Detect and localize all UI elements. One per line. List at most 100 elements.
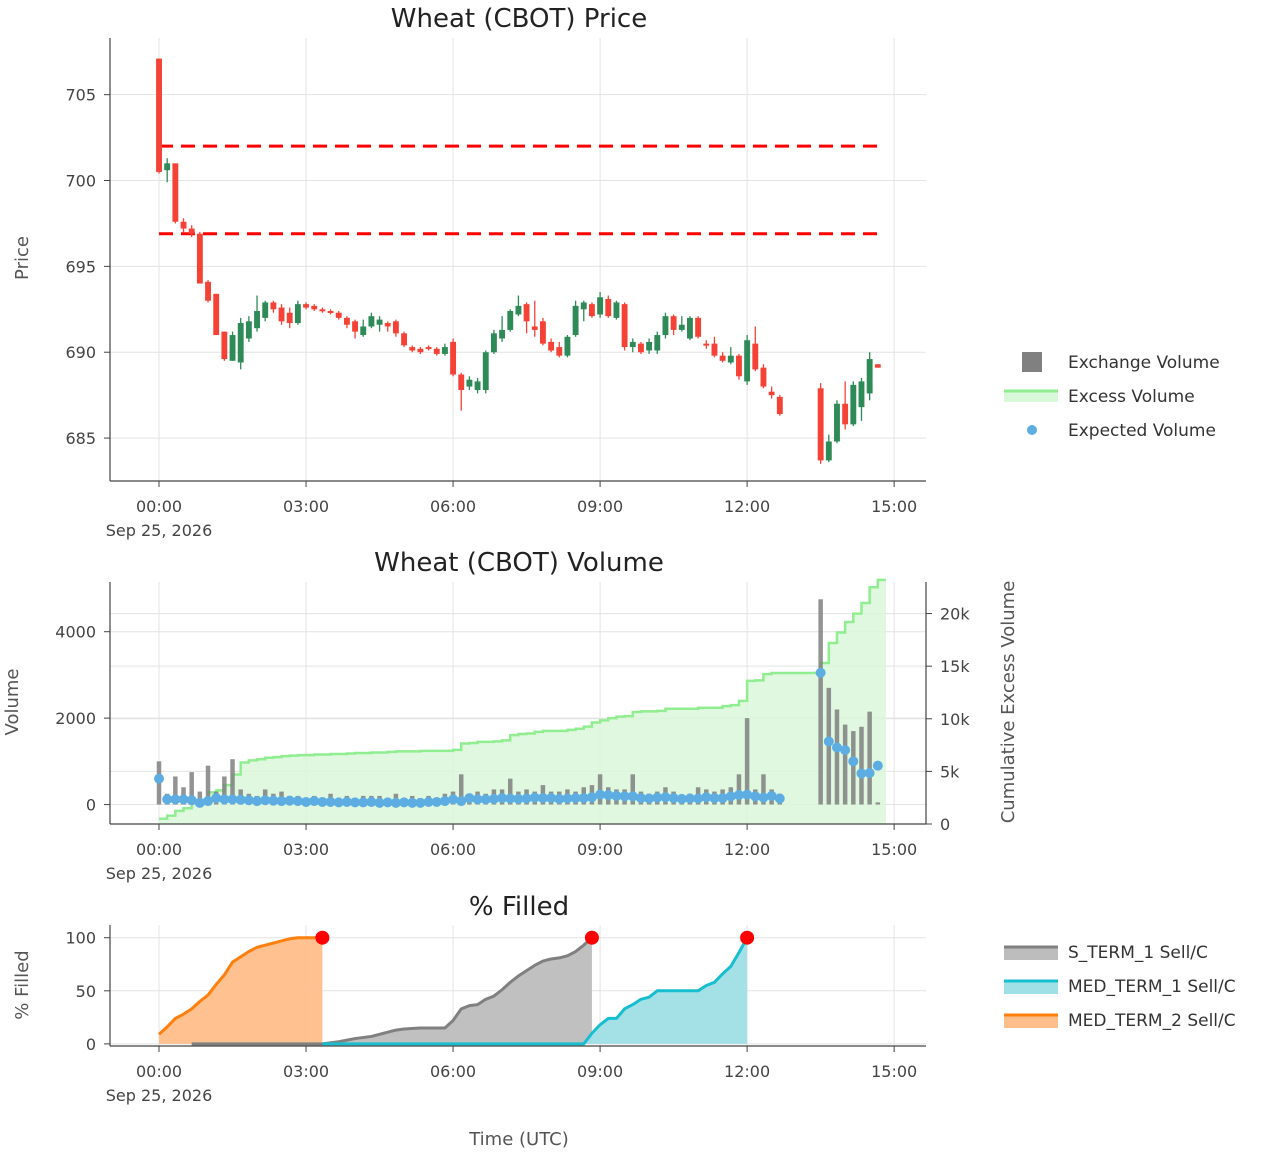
- x-tick-label: 00:00: [136, 1062, 182, 1081]
- candle: [629, 338, 636, 353]
- candle: [638, 341, 644, 354]
- expected-volume-point: [848, 756, 859, 767]
- exchange-volume-swatch: [1022, 352, 1042, 372]
- candle-body: [572, 305, 579, 336]
- candle-body: [237, 323, 244, 363]
- candle-body: [262, 302, 269, 318]
- legend-item-expected-volume[interactable]: Expected Volume: [1027, 421, 1216, 441]
- candle: [441, 343, 448, 356]
- price-y-axis-title: Price: [12, 236, 33, 280]
- completion-marker: [315, 930, 330, 945]
- candle: [842, 381, 849, 430]
- legend-item-s-term-1[interactable]: S_TERM_1 Sell/C: [1004, 943, 1208, 963]
- x-tick-label: 06:00: [430, 497, 476, 516]
- expected-volume-point: [611, 790, 622, 801]
- candle: [433, 347, 440, 356]
- candle-body: [564, 336, 571, 356]
- filled-areas: [157, 936, 749, 1046]
- candle-body: [172, 163, 179, 222]
- x-tick-label: 12:00: [724, 1062, 770, 1081]
- expected-volume-point: [546, 793, 557, 804]
- expected-volume-point: [399, 797, 410, 808]
- candle: [515, 295, 522, 317]
- expected-volume-point: [840, 745, 851, 756]
- expected-volume-point: [431, 796, 442, 807]
- candle: [531, 300, 538, 337]
- expected-volume-point: [578, 793, 589, 804]
- candle: [335, 311, 342, 320]
- candle-body: [744, 340, 751, 382]
- expected-volume-point: [203, 796, 214, 807]
- candle-body: [629, 341, 636, 348]
- candle-body: [196, 233, 203, 284]
- candle: [229, 331, 236, 361]
- s-term-1-swatch-fill: [1004, 946, 1058, 960]
- candle: [376, 316, 383, 332]
- filled-area: [191, 937, 592, 1044]
- candle-body: [213, 293, 220, 336]
- volume-bar: [189, 772, 194, 805]
- candle-body: [245, 321, 252, 339]
- candle: [401, 331, 408, 348]
- legend-item-excess-volume[interactable]: Excess Volume: [1004, 387, 1195, 407]
- candle-body: [156, 58, 162, 172]
- expected-volume-point: [562, 793, 573, 804]
- x-date-label: Sep 25, 2026: [106, 521, 213, 540]
- expected-volume-point: [815, 667, 826, 678]
- candle-body: [597, 297, 604, 315]
- legend-item-exchange-volume[interactable]: Exchange Volume: [1022, 352, 1220, 373]
- expected-volume-point: [260, 795, 271, 806]
- candle: [417, 347, 424, 354]
- expected-volume-point: [276, 796, 287, 807]
- expected-volume-point: [570, 793, 581, 804]
- expected-volume-point: [717, 793, 728, 804]
- filled-line: [191, 936, 593, 1046]
- expected-volume-point: [154, 773, 165, 784]
- expected-volume-point: [856, 768, 867, 779]
- x-axis-title: Time (UTC): [468, 1129, 569, 1150]
- candle-body: [736, 355, 742, 377]
- y2-tick-label: 15k: [940, 657, 970, 676]
- volume-bar: [867, 711, 872, 805]
- candle: [221, 331, 228, 361]
- candle-body: [695, 317, 702, 337]
- expected-volume-point: [301, 796, 312, 807]
- candle: [327, 309, 334, 315]
- candle-body: [343, 317, 350, 325]
- expected-volume-point: [325, 796, 336, 807]
- x-date-label: Sep 25, 2026: [106, 1086, 213, 1105]
- expected-volume-point: [586, 792, 597, 803]
- legend-item-med-term-2[interactable]: MED_TERM_2 Sell/C: [1004, 1011, 1236, 1031]
- candle-body: [866, 359, 873, 394]
- filled-y-axis-title: % Filled: [12, 950, 33, 1019]
- y-tick-label: 0: [86, 1035, 96, 1054]
- expected-volume-point: [382, 797, 393, 808]
- candle-body: [531, 326, 538, 330]
- expected-volume-point: [219, 794, 230, 805]
- x-tick-label: 03:00: [283, 1062, 329, 1081]
- candle-body: [466, 379, 473, 387]
- candle: [621, 302, 628, 351]
- expected-volume-point: [423, 796, 434, 807]
- legend-item-med-term-1[interactable]: MED_TERM_1 Sell/C: [1004, 977, 1236, 997]
- volume-bar: [205, 765, 211, 805]
- candle: [564, 335, 571, 358]
- candle-body: [760, 367, 767, 387]
- expected-volume-point: [284, 795, 295, 806]
- expected-volume-point: [709, 793, 720, 804]
- candle: [744, 335, 751, 385]
- expected-volume-swatch: [1027, 425, 1037, 435]
- candle-body: [392, 321, 399, 334]
- y-tick-label: 690: [65, 343, 96, 362]
- candle-body: [311, 305, 318, 310]
- x-tick-label: 06:00: [430, 840, 476, 859]
- candle: [360, 319, 367, 337]
- legend-label-s-term-1: S_TERM_1 Sell/C: [1068, 943, 1208, 963]
- volume-bar: [230, 759, 235, 805]
- candle: [727, 347, 734, 365]
- expected-volume-point: [554, 793, 565, 804]
- y-tick-label: 685: [65, 429, 96, 448]
- excess-volume-area: [159, 578, 886, 824]
- candle: [605, 295, 612, 318]
- volume-y-axis-title: Volume: [2, 669, 23, 736]
